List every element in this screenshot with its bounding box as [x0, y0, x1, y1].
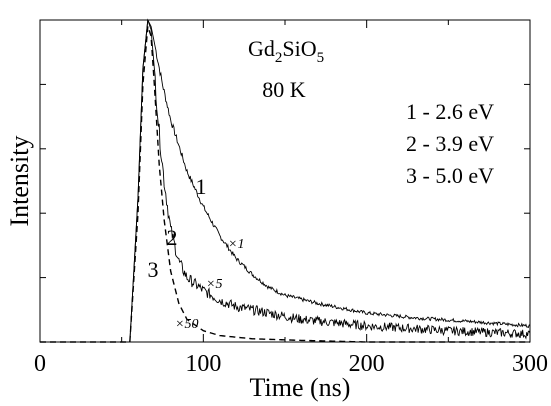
compound-gd: Gd: [248, 36, 275, 61]
y-axis-label: Intensity: [5, 136, 34, 227]
curve-label-1: 1: [196, 174, 207, 199]
curves: [40, 18, 531, 343]
multiplier-50: ×50: [175, 317, 198, 332]
compound-sio: SiO: [282, 36, 316, 61]
multiplier-1: ×1: [228, 237, 244, 252]
x-tick-label: 0: [34, 351, 46, 377]
temperature-label: 80 K: [262, 77, 306, 102]
x-axis-label: Time (ns): [250, 373, 351, 402]
x-tick-labels: 0 100 200 300: [34, 351, 548, 377]
compound-sub-2: 2: [275, 50, 283, 66]
series-3-line: [40, 26, 530, 343]
x-tick-label: 200: [349, 351, 385, 377]
legend-line-2: 2 - 3.9 eV: [406, 131, 494, 156]
curve-label-2: 2: [167, 225, 178, 250]
curve-label-3: 3: [148, 257, 159, 282]
x-tick-label: 100: [185, 351, 221, 377]
compound-label: Gd2SiO5: [248, 36, 324, 66]
multiplier-5: ×5: [206, 277, 222, 292]
axis-ticks: [39, 20, 531, 342]
legend-line-1: 1 - 2.6 eV: [406, 99, 494, 124]
x-tick-label: 300: [512, 351, 548, 377]
compound-sub-5: 5: [317, 50, 325, 66]
legend-line-3: 3 - 5.0 eV: [406, 163, 494, 188]
